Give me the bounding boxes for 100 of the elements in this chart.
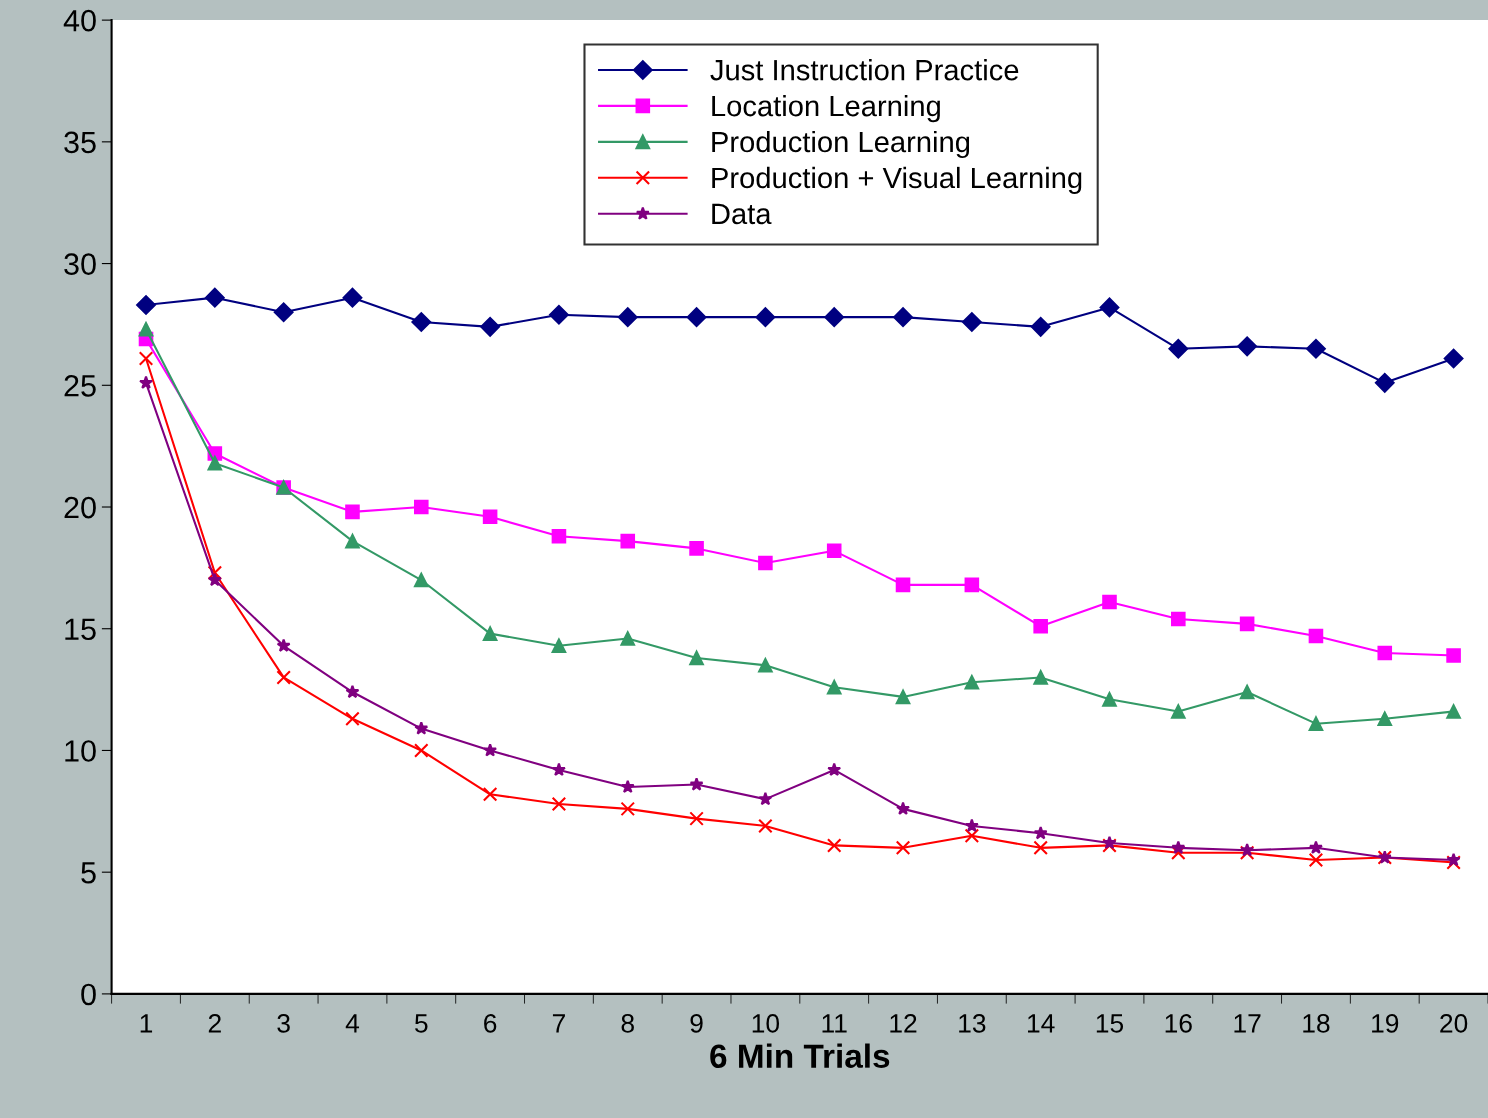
point <box>1033 670 1048 685</box>
point <box>1030 316 1051 337</box>
point <box>1239 684 1255 700</box>
point <box>551 528 567 544</box>
point <box>414 721 429 735</box>
y-tick-label: 40 <box>63 9 96 32</box>
point <box>1168 338 1189 359</box>
x-tick-label: 7 <box>552 1014 565 1033</box>
point <box>138 351 154 366</box>
point <box>755 307 776 328</box>
point <box>620 631 636 646</box>
point <box>895 577 911 593</box>
point <box>1308 716 1324 731</box>
point <box>1446 704 1461 719</box>
x-tick-label: 6 <box>484 1014 497 1033</box>
x-tick-label: 3 <box>277 1014 290 1033</box>
y-tick-label: 30 <box>64 253 96 275</box>
point <box>620 533 636 549</box>
y-tick-label: 20 <box>64 496 96 519</box>
point <box>551 796 567 812</box>
point <box>1171 840 1186 854</box>
point <box>1102 692 1117 707</box>
point <box>1306 338 1326 359</box>
point <box>689 650 704 666</box>
point <box>1308 840 1323 854</box>
x-tick-label: 14 <box>1028 1014 1055 1033</box>
x-tick-label: 10 <box>752 1014 780 1033</box>
x-tick-label: 13 <box>959 1014 986 1033</box>
point <box>551 638 567 654</box>
point <box>414 572 429 588</box>
point <box>342 287 363 308</box>
point <box>964 828 980 843</box>
point <box>1443 348 1464 369</box>
point <box>1171 611 1186 627</box>
point <box>1377 711 1393 727</box>
point <box>276 670 291 685</box>
point <box>482 626 498 641</box>
point <box>1102 594 1117 610</box>
x-axis-title: 6 Min Trials <box>710 1043 890 1068</box>
point <box>345 504 360 520</box>
point <box>276 638 291 652</box>
y-tick-label: 15 <box>65 618 96 641</box>
point <box>1171 704 1186 719</box>
point <box>138 322 154 337</box>
point <box>549 304 569 325</box>
point <box>824 307 845 328</box>
x-tick-label: 1 <box>140 1014 153 1033</box>
point <box>686 307 707 328</box>
point <box>1033 840 1048 856</box>
point <box>758 791 773 806</box>
point <box>207 572 222 587</box>
point <box>617 307 638 328</box>
point <box>1446 648 1461 663</box>
point <box>961 312 982 332</box>
point <box>414 499 429 515</box>
x-tick-label: 20 <box>1440 1014 1468 1033</box>
point <box>689 811 704 826</box>
point <box>204 287 225 308</box>
point <box>482 509 498 525</box>
point <box>758 657 773 673</box>
y-tick-label: 10 <box>65 740 96 762</box>
point <box>411 312 432 332</box>
point <box>483 743 498 757</box>
point <box>620 801 636 817</box>
y-tick-label: 35 <box>64 131 96 154</box>
legend-label: Production + Visual Learning <box>712 166 1082 195</box>
x-tick-label: 16 <box>1165 1014 1192 1033</box>
point <box>1237 336 1258 357</box>
point <box>620 779 635 794</box>
point <box>1033 825 1048 840</box>
point <box>758 555 773 571</box>
point <box>895 840 911 856</box>
x-tick-label: 12 <box>890 1014 917 1033</box>
point <box>480 316 500 337</box>
x-tick-label: 4 <box>345 1014 360 1033</box>
point <box>1033 619 1048 634</box>
y-tick-label: 25 <box>64 375 96 397</box>
legend-label: Production Learning <box>712 130 970 159</box>
legend-label: Just Instruction Practice <box>710 59 1019 81</box>
point <box>826 679 842 695</box>
x-tick-label: 8 <box>621 1014 634 1033</box>
point <box>345 711 360 727</box>
point <box>207 455 223 471</box>
x-tick-label: 17 <box>1234 1014 1261 1033</box>
x-tick-label: 18 <box>1303 1014 1330 1033</box>
point <box>1239 616 1255 632</box>
point <box>273 302 294 323</box>
point <box>964 675 980 690</box>
point <box>139 375 153 389</box>
point <box>1308 852 1324 868</box>
point <box>345 684 360 699</box>
point <box>826 838 842 853</box>
x-tick-label: 19 <box>1372 1014 1399 1033</box>
point <box>1099 297 1120 318</box>
point <box>827 762 842 777</box>
point <box>207 565 223 581</box>
point <box>964 818 979 833</box>
legend-label: Data <box>712 203 772 225</box>
point <box>1308 628 1324 644</box>
point <box>895 689 911 705</box>
